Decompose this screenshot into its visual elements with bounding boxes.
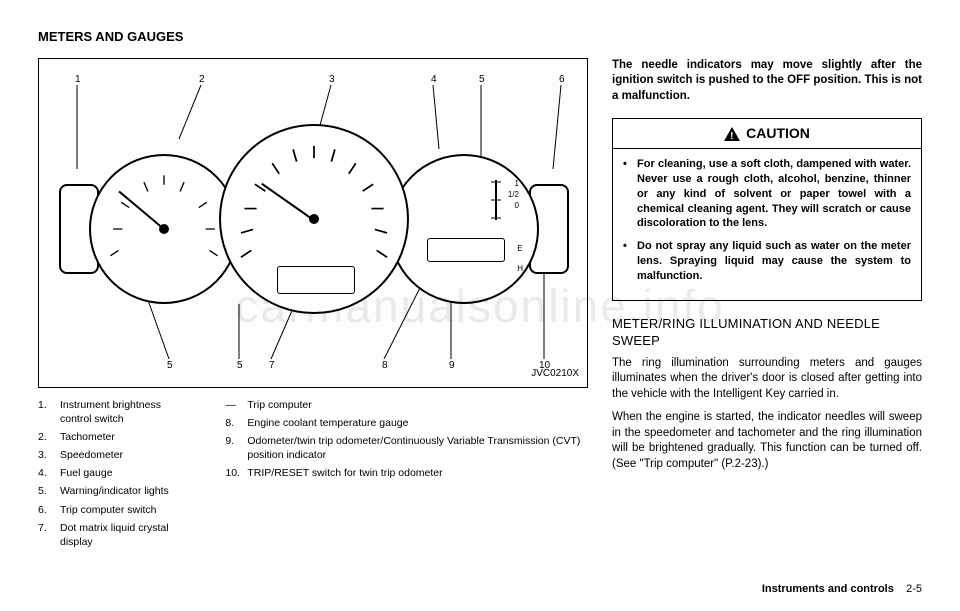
legend-item: 2.Tachometer xyxy=(38,430,195,444)
legend: 1.Instrument brightness control switch 2… xyxy=(38,398,588,554)
legend-item: 10.TRIP/RESET switch for twin trip odome… xyxy=(225,466,588,480)
legend-num: 10. xyxy=(225,466,247,480)
ticks xyxy=(97,162,231,296)
footer-section: Instruments and controls xyxy=(762,583,894,595)
legend-item: 8.Engine coolant temperature gauge xyxy=(225,416,588,430)
mark: 1/2 xyxy=(508,189,519,200)
legend-item: 6.Trip computer switch xyxy=(38,503,195,517)
caution-text: Do not spray any liquid such as water on… xyxy=(637,239,911,284)
legend-item: —Trip computer xyxy=(225,398,588,412)
legend-num: 1. xyxy=(38,398,60,426)
legend-num: 9. xyxy=(225,434,247,462)
odometer-display xyxy=(427,238,505,262)
legend-num: — xyxy=(225,398,247,412)
legend-num: 7. xyxy=(38,521,60,549)
legend-text: Dot matrix liquid crystal display xyxy=(60,521,195,549)
right-column: The needle indicators may move slightly … xyxy=(612,58,922,554)
speedometer-gauge xyxy=(219,124,409,314)
caution-header: CAUTION xyxy=(613,119,921,149)
legend-item: 7.Dot matrix liquid crystal display xyxy=(38,521,195,549)
mark: E xyxy=(517,244,523,254)
footer-page: 2-5 xyxy=(906,583,922,595)
gauge-cluster: 1 1/2 0 E H xyxy=(89,114,539,334)
legend-item: 9.Odometer/twin trip odometer/Continuous… xyxy=(225,434,588,462)
callout-b5: 9 xyxy=(449,359,455,373)
fuel-bar xyxy=(489,180,503,220)
legend-num: 4. xyxy=(38,466,60,480)
ticks xyxy=(227,132,401,306)
mark: H xyxy=(517,264,523,274)
main-columns: 1 2 3 4 5 6 xyxy=(38,58,922,554)
legend-left: 1.Instrument brightness control switch 2… xyxy=(38,398,195,554)
caution-box: CAUTION •For cleaning, use a soft cloth,… xyxy=(612,118,922,301)
legend-num: 5. xyxy=(38,484,60,498)
bullet-icon: • xyxy=(623,239,637,284)
bullet-icon: • xyxy=(623,157,637,231)
caution-item: •Do not spray any liquid such as water o… xyxy=(623,239,911,284)
figure-label: JVC0210X xyxy=(531,367,579,381)
caution-item: •For cleaning, use a soft cloth, dampene… xyxy=(623,157,911,231)
fuel-temp-gauge: 1 1/2 0 E H xyxy=(389,154,539,304)
warning-icon xyxy=(724,127,740,141)
legend-text: Tachometer xyxy=(60,430,115,444)
mark: 0 xyxy=(508,200,519,211)
legend-num: 2. xyxy=(38,430,60,444)
para1: The ring illumination surrounding meters… xyxy=(612,356,922,403)
left-column: 1 2 3 4 5 6 xyxy=(38,58,588,554)
legend-text: Engine coolant temperature gauge xyxy=(247,416,408,430)
page-title: METERS AND GAUGES xyxy=(38,28,922,46)
temp-scale: E H xyxy=(517,244,523,274)
subheading: METER/RING ILLUMINATION AND NEEDLE SWEEP xyxy=(612,315,922,350)
para2: When the engine is started, the indicato… xyxy=(612,410,922,472)
legend-right: —Trip computer 8.Engine coolant temperat… xyxy=(225,398,588,554)
intro-text: The needle indicators may move slightly … xyxy=(612,58,922,105)
legend-item: 1.Instrument brightness control switch xyxy=(38,398,195,426)
legend-text: Trip computer xyxy=(247,398,311,412)
legend-text: Fuel gauge xyxy=(60,466,113,480)
legend-item: 4.Fuel gauge xyxy=(38,466,195,480)
legend-text: Speedometer xyxy=(60,448,123,462)
legend-text: TRIP/RESET switch for twin trip odometer xyxy=(247,466,442,480)
footer: Instruments and controls 2-5 xyxy=(762,582,922,597)
caution-text: For cleaning, use a soft cloth, dampened… xyxy=(637,157,911,231)
tachometer-gauge xyxy=(89,154,239,304)
legend-text: Instrument brightness control switch xyxy=(60,398,195,426)
caution-body: •For cleaning, use a soft cloth, dampene… xyxy=(613,149,921,300)
instrument-figure: 1 2 3 4 5 6 xyxy=(38,58,588,388)
legend-num: 3. xyxy=(38,448,60,462)
caution-label: CAUTION xyxy=(746,124,810,143)
legend-item: 3.Speedometer xyxy=(38,448,195,462)
callout-b1: 5 xyxy=(167,359,173,373)
legend-num: 8. xyxy=(225,416,247,430)
callout-b3: 7 xyxy=(269,359,275,373)
callout-b4: 8 xyxy=(382,359,388,373)
legend-text: Odometer/twin trip odometer/Continuously… xyxy=(247,434,588,462)
callout-b2: 5 xyxy=(237,359,243,373)
mark: 1 xyxy=(508,178,519,189)
legend-text: Trip computer switch xyxy=(60,503,156,517)
legend-num: 6. xyxy=(38,503,60,517)
legend-item: 5.Warning/indicator lights xyxy=(38,484,195,498)
fuel-scale: 1 1/2 0 xyxy=(508,178,519,211)
legend-text: Warning/indicator lights xyxy=(60,484,169,498)
